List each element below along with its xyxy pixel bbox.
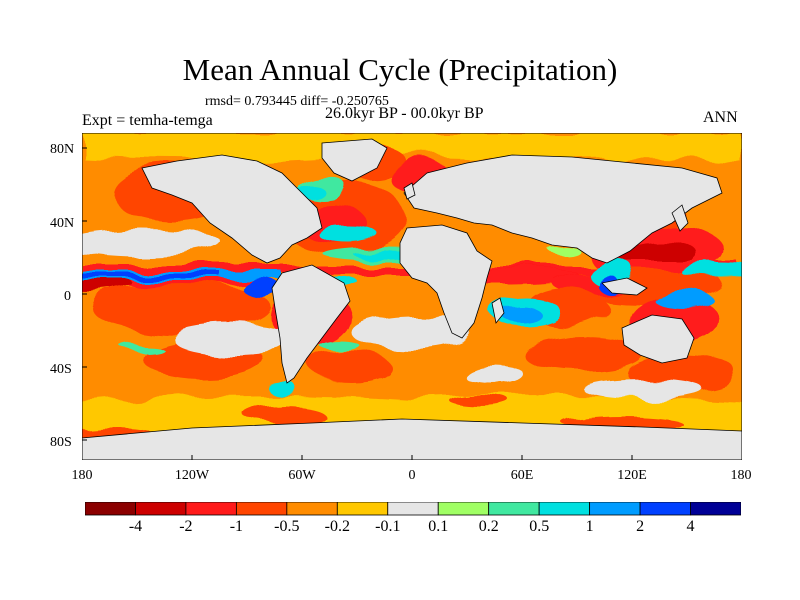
colorbar-label: -0.2 xyxy=(324,518,350,535)
colorbar-box xyxy=(690,502,741,516)
lon-label-0: 0 xyxy=(408,468,416,483)
lon-label-60w: 60W xyxy=(288,468,316,483)
colorbar-box xyxy=(286,502,338,516)
colorbar xyxy=(85,502,741,516)
colorbar-label: 0.5 xyxy=(529,518,550,535)
lat-label-0: 0 xyxy=(64,289,71,304)
colorbar-label: 0.1 xyxy=(428,518,449,535)
eurasia xyxy=(403,154,723,264)
colorbar-box xyxy=(437,502,490,516)
lon-label-60e: 60E xyxy=(510,468,534,483)
madagascar xyxy=(491,297,505,324)
lon-label-120w: 120W xyxy=(174,468,210,483)
japan xyxy=(671,204,689,232)
africa xyxy=(399,224,493,339)
chart-title: Mean Annual Cycle (Precipitation) xyxy=(182,52,618,87)
colorbar-box xyxy=(538,502,591,516)
colorbar-box xyxy=(387,502,439,516)
maritime-continent xyxy=(601,277,648,296)
lat-label-80n: 80N xyxy=(50,142,75,157)
british-isles xyxy=(403,182,416,200)
colorbar-box xyxy=(336,502,389,516)
colorbar-label: -2 xyxy=(179,518,193,535)
greenland xyxy=(321,138,388,182)
colorbar-box xyxy=(589,502,641,516)
colorbar-box xyxy=(235,502,288,516)
lon-label-180w: 180 xyxy=(71,468,93,483)
antarctica xyxy=(82,418,742,460)
colorbar-box xyxy=(488,502,540,516)
colorbar-label: -0.1 xyxy=(375,518,401,535)
colorbar-box xyxy=(185,502,237,516)
colorbar-box xyxy=(639,502,691,516)
colorbar-label: 2 xyxy=(636,518,645,535)
period-text: 26.0kyr BP - 00.0kyr BP xyxy=(325,105,484,122)
colorbar-box xyxy=(135,502,187,516)
lat-label-80s: 80S xyxy=(50,435,72,450)
australia xyxy=(621,314,695,364)
north-america xyxy=(141,154,323,264)
lon-label-180e: 180 xyxy=(730,468,752,483)
season-label: ANN xyxy=(703,109,738,126)
colorbar-label: 0.2 xyxy=(478,518,499,535)
experiment-label: Expt = temha-temga xyxy=(82,112,213,129)
lat-label-40n: 40N xyxy=(50,216,75,231)
stats-text: rmsd= 0.793445 diff= -0.250765 xyxy=(205,94,389,109)
colorbar-label: -4 xyxy=(128,518,143,535)
continents xyxy=(82,138,742,460)
lat-label-40s: 40S xyxy=(50,362,72,377)
precipitation-difference-map xyxy=(82,133,742,460)
colorbar-box xyxy=(85,502,136,516)
colorbar-label: 1 xyxy=(585,518,594,535)
south-america xyxy=(271,264,351,384)
colorbar-label: -0.5 xyxy=(274,518,300,535)
map-ticks xyxy=(82,147,633,460)
lon-label-120e: 120E xyxy=(617,468,647,483)
colorbar-label: 4 xyxy=(686,518,695,535)
colorbar-label: -1 xyxy=(229,518,244,535)
